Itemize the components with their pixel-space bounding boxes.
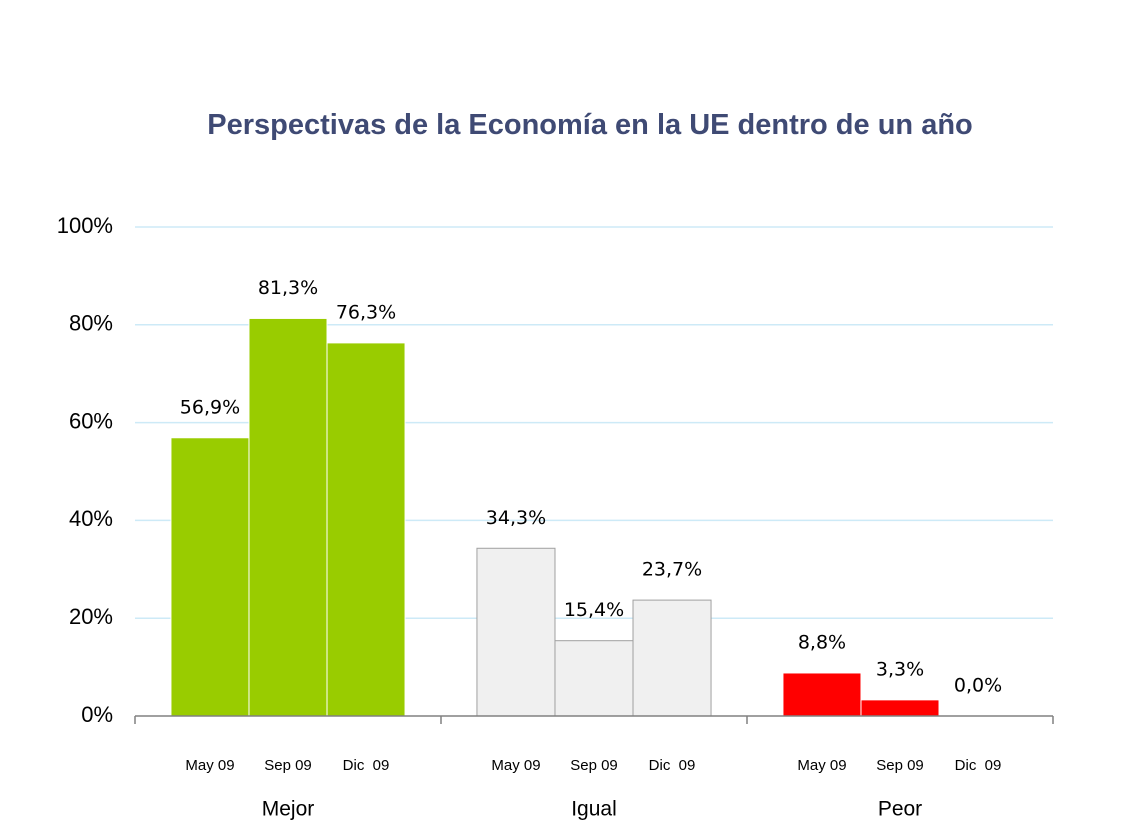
period-label: May 09 — [185, 757, 234, 774]
value-label: 8,8% — [798, 631, 846, 653]
bar — [170, 437, 250, 717]
chart-title: Perspectivas de la Economía en la UE den… — [207, 109, 973, 141]
period-label: Dic 09 — [955, 757, 1002, 774]
period-label: Dic 09 — [343, 757, 390, 774]
value-label: 56,9% — [180, 396, 240, 418]
period-label: Sep 09 — [264, 757, 312, 774]
period-label: Dic 09 — [649, 757, 696, 774]
value-label: 15,4% — [564, 599, 624, 621]
bar — [476, 547, 556, 717]
value-label: 0,0% — [954, 675, 1002, 697]
category-label: Igual — [571, 798, 617, 821]
period-label: Sep 09 — [876, 757, 924, 774]
y-tick-label: 100% — [57, 213, 113, 238]
category-label: Mejor — [262, 798, 315, 821]
bar — [554, 640, 634, 717]
y-tick-label: 0% — [81, 702, 113, 727]
period-label: Sep 09 — [570, 757, 618, 774]
y-tick-label: 80% — [69, 311, 113, 336]
value-label: 34,3% — [486, 507, 546, 529]
value-label: 81,3% — [258, 277, 318, 299]
bar — [248, 317, 328, 717]
value-label: 23,7% — [642, 559, 702, 581]
bar — [860, 699, 940, 717]
bar — [632, 599, 712, 717]
y-tick-label: 60% — [69, 408, 113, 433]
category-label: Peor — [878, 798, 922, 821]
period-label: May 09 — [797, 757, 846, 774]
y-tick-label: 20% — [69, 604, 113, 629]
bar — [782, 672, 862, 717]
y-tick-label: 40% — [69, 506, 113, 531]
period-label: May 09 — [491, 757, 540, 774]
value-label: 76,3% — [336, 301, 396, 323]
bar — [326, 342, 406, 717]
value-label: 3,3% — [876, 658, 924, 680]
